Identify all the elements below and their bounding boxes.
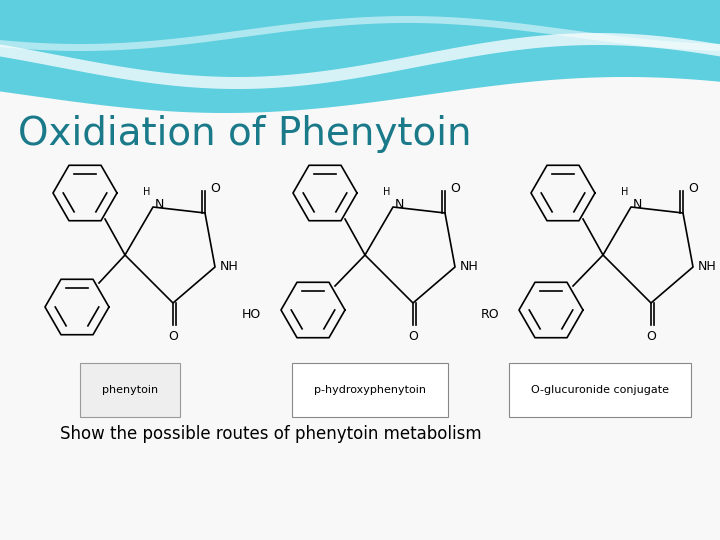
Text: O: O (450, 181, 460, 194)
Text: O: O (646, 330, 656, 343)
Text: H: H (621, 187, 629, 197)
Text: Oxidiation of Phenytoin: Oxidiation of Phenytoin (18, 115, 472, 153)
Text: O: O (210, 181, 220, 194)
Text: NH: NH (460, 260, 479, 273)
Text: phenytoin: phenytoin (102, 385, 158, 395)
Text: RO: RO (480, 308, 499, 321)
Text: HO: HO (242, 308, 261, 321)
Polygon shape (0, 0, 720, 113)
Text: H: H (143, 187, 150, 197)
Text: N: N (633, 199, 642, 212)
Polygon shape (0, 33, 720, 89)
Text: O: O (408, 330, 418, 343)
Text: O: O (168, 330, 178, 343)
Text: NH: NH (698, 260, 716, 273)
Text: Show the possible routes of phenytoin metabolism: Show the possible routes of phenytoin me… (60, 425, 482, 443)
Text: N: N (395, 199, 405, 212)
Text: N: N (155, 199, 164, 212)
Text: O: O (688, 181, 698, 194)
Polygon shape (0, 16, 720, 51)
Text: H: H (383, 187, 391, 197)
Text: p-hydroxyphenytoin: p-hydroxyphenytoin (314, 385, 426, 395)
Text: O-glucuronide conjugate: O-glucuronide conjugate (531, 385, 669, 395)
Text: NH: NH (220, 260, 239, 273)
